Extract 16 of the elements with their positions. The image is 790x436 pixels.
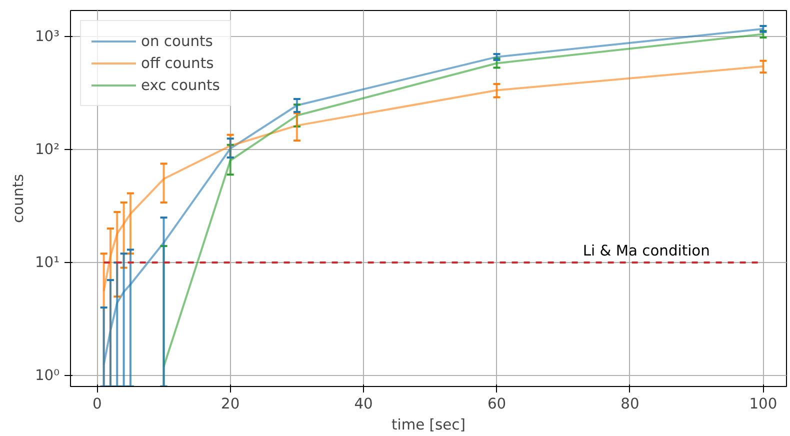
legend-label: on counts — [141, 32, 213, 50]
x-tick-label: 40 — [354, 396, 373, 412]
x-tick-label: 80 — [620, 396, 640, 412]
y-axis-title: counts — [10, 174, 27, 223]
legend-label: off counts — [141, 54, 214, 72]
y-tick-label: 10³ — [34, 28, 60, 46]
y-tick-label: 10⁰ — [34, 367, 60, 384]
y-tick-label: 10² — [34, 141, 60, 158]
y-tick-label: 10¹ — [34, 254, 60, 272]
x-tick-label: 0 — [92, 396, 102, 412]
x-tick-label: 60 — [487, 396, 506, 412]
ref-line-label: Li & Ma condition — [582, 242, 710, 260]
legend-label: exc counts — [141, 76, 220, 94]
x-tick-label: 100 — [749, 396, 778, 412]
x-tick-label: 20 — [221, 396, 240, 412]
x-axis-title: time [sec] — [392, 416, 466, 434]
